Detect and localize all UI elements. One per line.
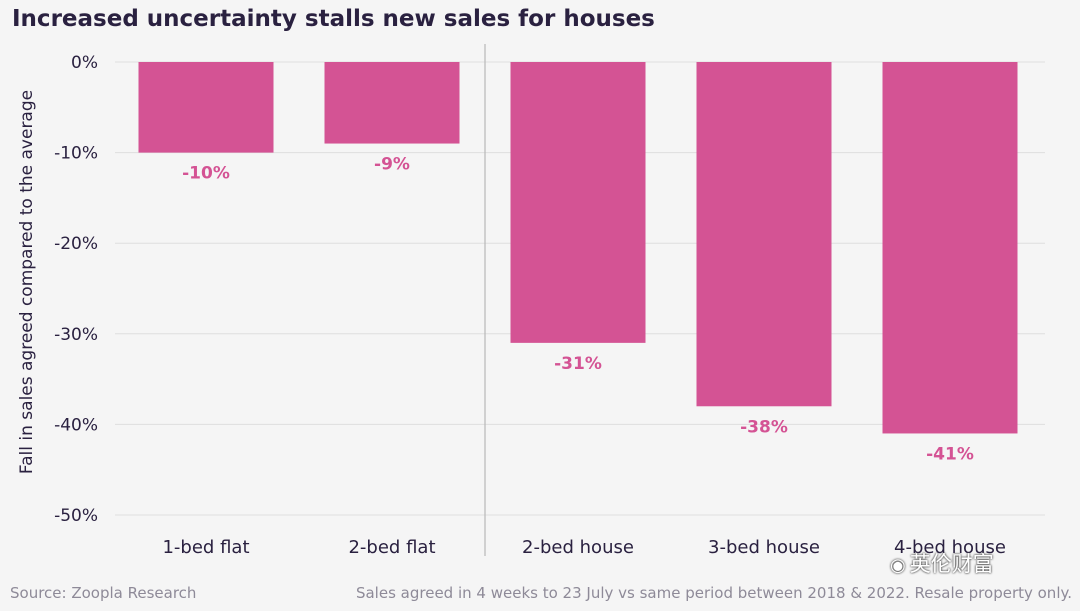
- watermark-text: 英伦财富: [909, 552, 994, 576]
- value-label: -10%: [182, 164, 230, 184]
- y-tick-label: -20%: [54, 234, 98, 254]
- x-category-label: 3-bed house: [708, 537, 820, 558]
- bar: [138, 62, 274, 153]
- y-tick-label: -50%: [54, 506, 98, 526]
- value-label: -41%: [926, 444, 974, 464]
- x-category-label: 2-bed flat: [348, 537, 435, 558]
- y-tick-labels: 0% -10% -20% -30% -40% -50%: [54, 53, 98, 526]
- bars: [138, 62, 1018, 434]
- chart-title: Increased uncertainty stalls new sales f…: [12, 6, 655, 32]
- value-label: -31%: [554, 354, 602, 374]
- bar: [882, 62, 1018, 434]
- watermark: ◉ 英伦财富: [890, 548, 994, 578]
- wechat-icon: ◉: [890, 555, 906, 576]
- bar: [324, 62, 460, 144]
- x-category-label: 1-bed flat: [162, 537, 249, 558]
- bar: [696, 62, 832, 407]
- source-note: Source: Zoopla Research: [10, 584, 197, 602]
- x-category-label: 2-bed house: [522, 537, 634, 558]
- y-tick-label: -10%: [54, 144, 98, 164]
- footnote: Sales agreed in 4 weeks to 23 July vs sa…: [355, 584, 1072, 602]
- x-category-label: 4-bed house: [894, 537, 1006, 558]
- x-category-labels: 1-bed flat 2-bed flat 2-bed house 3-bed hou…: [162, 537, 1005, 558]
- y-tick-label: -40%: [54, 415, 98, 435]
- bar: [510, 62, 646, 343]
- y-axis-label: Fall in sales agreed compared to the ave…: [17, 90, 37, 474]
- value-label: -38%: [740, 417, 788, 437]
- y-tick-label: -30%: [54, 325, 98, 345]
- value-labels: -10% -9% -31% -38% -41%: [182, 155, 974, 465]
- y-tick-label: 0%: [71, 53, 98, 73]
- value-label: -9%: [374, 155, 410, 175]
